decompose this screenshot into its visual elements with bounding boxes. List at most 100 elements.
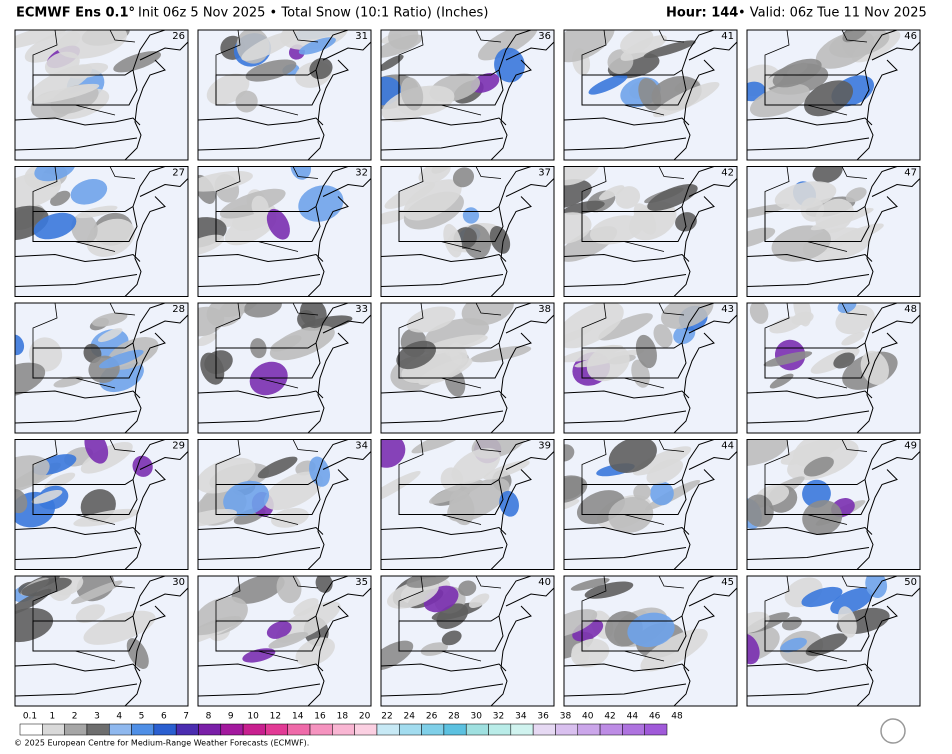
snow-blob (598, 185, 625, 201)
snow-blob (812, 166, 843, 184)
snow-blob (198, 234, 225, 256)
member-number: 48 (904, 304, 917, 315)
snow-blob (564, 212, 592, 245)
snow-blob (646, 458, 684, 485)
snow-blob (309, 57, 333, 80)
snow-blob (780, 637, 807, 653)
snow-blob (293, 598, 319, 616)
snow-field (198, 303, 353, 396)
snow-blob (57, 30, 128, 59)
snow-blob (235, 90, 258, 113)
map-panel: 35 (197, 575, 372, 707)
snow-blob (15, 172, 62, 210)
member-number: 34 (355, 441, 368, 452)
snow-blob (570, 578, 610, 591)
snow-blob (275, 601, 341, 643)
colorbar-swatch (265, 723, 288, 736)
panel-border (746, 29, 921, 161)
member-number: 35 (355, 577, 368, 588)
member-number: 50 (904, 577, 917, 588)
snow-blob (15, 607, 54, 643)
member-number: 27 (172, 168, 185, 179)
snow-blob (564, 498, 580, 512)
colorbar-label: 12 (270, 712, 281, 722)
model-title: ECMWF Ens 0.1° (16, 6, 135, 21)
snow-blob (841, 331, 865, 346)
map-panel: 41 (563, 29, 738, 161)
snow-blob (198, 170, 253, 192)
colorbar-label: 30 (470, 712, 482, 722)
snow-blob (640, 628, 708, 672)
snow-blob (749, 83, 810, 118)
colorbar-label: 20 (359, 712, 371, 722)
map-panel: 39 (380, 439, 555, 570)
snow-blob (653, 81, 720, 118)
panel-border (380, 29, 555, 161)
snow-blob (489, 225, 511, 254)
snow-blob (747, 81, 766, 102)
snow-blob (198, 508, 238, 527)
map-panel: 33 (197, 302, 372, 434)
map-panel: 31 (197, 29, 372, 161)
panel-border (380, 166, 555, 297)
hour: Hour: 144 (666, 6, 738, 21)
colorbar-swatch (42, 723, 65, 736)
map-panel: 48 (746, 302, 921, 434)
member-number: 26 (172, 31, 185, 42)
member-number: 30 (172, 577, 185, 588)
panel-border (380, 575, 555, 707)
colorbar-label: 18 (337, 712, 349, 722)
snow-blob (443, 223, 463, 258)
snow-blob (747, 203, 790, 220)
colorbar-swatch (622, 723, 645, 736)
snow-blob (381, 54, 404, 72)
colorbar-label: 16 (314, 712, 326, 722)
snow-blob (27, 64, 93, 103)
snow-blob (747, 227, 776, 249)
panel-border (380, 439, 555, 570)
colorbar: 0.1 1 2 3 4 5 6 7 8 9 10 12 14 16 18 20 22 24 26 28 30 32 34 36… (19, 712, 683, 736)
member-number: 49 (904, 441, 917, 452)
snow-blob (865, 576, 888, 598)
member-number: 31 (355, 31, 368, 42)
map-panel: 37 (380, 166, 555, 297)
snow-blob (33, 212, 77, 240)
panel-border (14, 302, 189, 434)
map-panel: 36 (380, 29, 555, 161)
map-panel: 49 (746, 439, 921, 570)
snow-blob (771, 225, 831, 262)
snow-blob (564, 444, 575, 462)
colorbar-swatch (488, 723, 512, 736)
snow-blob (223, 480, 270, 516)
snow-blob (53, 376, 84, 388)
colorbar-swatch (175, 723, 199, 736)
panel-border (746, 302, 921, 434)
snow-blob (588, 74, 628, 95)
colorbar-swatch (19, 723, 43, 736)
member-number: 29 (172, 441, 185, 452)
snow-blob (70, 179, 108, 205)
member-number: 46 (904, 31, 917, 42)
panel-border (197, 166, 372, 297)
snow-blob (132, 455, 153, 477)
colorbar-label: 26 (426, 712, 438, 722)
snow-blob (772, 58, 822, 88)
snow-blob (388, 30, 419, 50)
colorbar-swatch (332, 723, 355, 736)
snow-field (564, 578, 708, 672)
snow-field (749, 303, 898, 390)
panel-border (563, 166, 738, 297)
colorbar-label: 5 (139, 712, 145, 722)
snow-blob (633, 483, 651, 501)
snow-blob (747, 611, 770, 634)
snow-blob (801, 586, 843, 608)
snow-blob (747, 633, 760, 665)
snow-blob (411, 439, 471, 454)
description: Init 06z 5 Nov 2025 • Total Snow (10:1 R… (138, 6, 488, 21)
snow-field (390, 303, 532, 397)
snow-blob (73, 508, 139, 527)
snow-field (15, 166, 135, 257)
snow-blob (608, 439, 657, 473)
snow-blob (381, 439, 406, 468)
